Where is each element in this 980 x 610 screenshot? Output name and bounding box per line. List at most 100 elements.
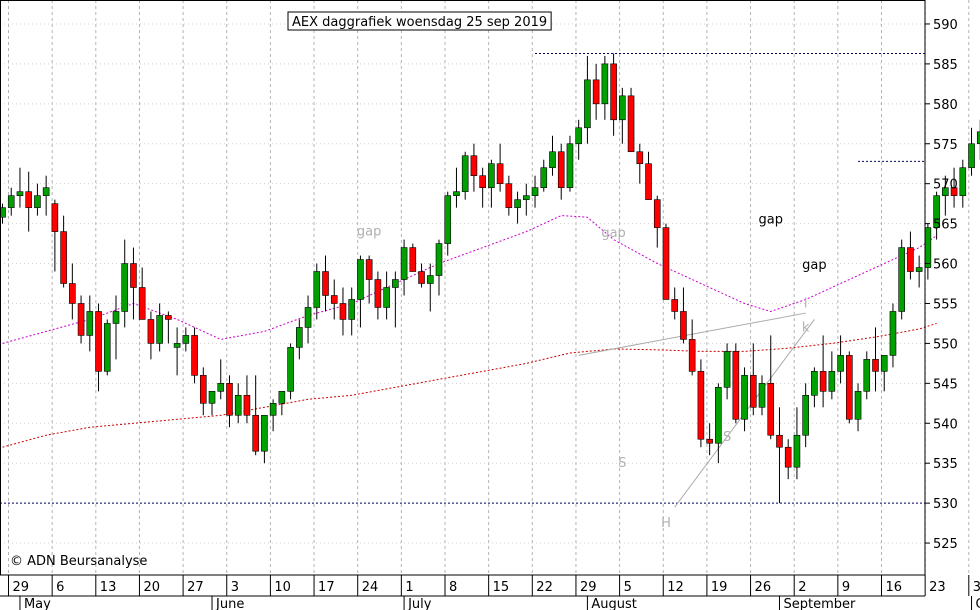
candle-93 xyxy=(811,367,818,408)
candle-body-45 xyxy=(392,279,399,288)
candle-body-48 xyxy=(418,271,425,284)
candle-94 xyxy=(819,335,827,408)
annotation-gap-0: gap xyxy=(357,225,381,240)
candle-body-111 xyxy=(968,143,975,169)
candle-body-110 xyxy=(959,167,967,196)
candle-62 xyxy=(540,159,548,192)
candle-71 xyxy=(619,87,626,144)
annotation-k-8: k xyxy=(802,320,810,335)
annotation-gap-1: gap xyxy=(601,226,625,241)
candle-body-59 xyxy=(514,199,521,208)
candle-64 xyxy=(557,143,565,200)
candle-0 xyxy=(0,203,6,224)
candle-19 xyxy=(165,311,172,344)
candle-body-99 xyxy=(863,359,871,392)
candle-23 xyxy=(199,367,207,416)
candle-66 xyxy=(575,119,582,160)
x-tick-label-22: 30 xyxy=(973,580,980,595)
candle-body-32 xyxy=(278,391,286,404)
horizontal-levels xyxy=(0,53,925,504)
candle-body-8 xyxy=(69,283,76,304)
plot-frame xyxy=(0,0,926,576)
candle-20 xyxy=(173,327,181,376)
candle-75 xyxy=(653,195,661,248)
candle-54 xyxy=(470,143,478,192)
candle-body-11 xyxy=(95,311,102,372)
candle-body-91 xyxy=(793,434,801,468)
candle-39 xyxy=(339,287,347,336)
y-tick-label-580: 580 xyxy=(933,98,958,113)
x-tick-label-19: 9 xyxy=(842,580,850,595)
candle-68 xyxy=(592,63,600,120)
candle-82 xyxy=(715,383,722,464)
candle-body-40 xyxy=(348,299,356,320)
candle-26 xyxy=(226,375,233,428)
y-tick-label-535: 535 xyxy=(933,457,958,472)
candle-body-83 xyxy=(723,351,731,388)
candle-body-87 xyxy=(758,383,766,408)
candle-body-67 xyxy=(584,79,591,129)
candle-body-18 xyxy=(156,315,163,344)
candle-body-1 xyxy=(7,195,15,208)
candle-90 xyxy=(784,439,792,480)
candle-45 xyxy=(392,271,399,328)
month-label-october: October xyxy=(976,597,980,610)
month-label-july: July xyxy=(407,597,432,610)
candle-67 xyxy=(584,55,591,144)
annotation-gap-2: gap xyxy=(758,213,782,228)
candle-12 xyxy=(103,319,111,376)
candle-body-90 xyxy=(784,446,792,468)
candle-body-58 xyxy=(505,183,513,208)
candle-17 xyxy=(147,311,155,360)
candle-body-66 xyxy=(575,127,582,145)
x-tick-label-20: 16 xyxy=(886,580,903,595)
candle-body-2 xyxy=(16,191,24,196)
candle-102 xyxy=(889,303,897,368)
candle-65 xyxy=(566,135,574,192)
candle-body-108 xyxy=(942,187,949,196)
y-tick-label-530: 530 xyxy=(933,497,958,512)
candle-body-71 xyxy=(619,95,626,121)
frame xyxy=(0,0,926,576)
candle-body-9 xyxy=(77,303,85,336)
candle-88 xyxy=(767,335,775,440)
candle-body-21 xyxy=(182,335,190,344)
candle-body-53 xyxy=(461,155,469,192)
candle-body-64 xyxy=(557,151,565,188)
candle-body-86 xyxy=(749,375,757,408)
month-label-june: June xyxy=(215,597,244,610)
month-label-august: August xyxy=(591,597,637,610)
candle-body-77 xyxy=(671,299,679,312)
candle-101 xyxy=(880,355,888,392)
candle-15 xyxy=(130,247,137,320)
candle-1 xyxy=(7,187,15,216)
candle-body-24 xyxy=(208,391,216,404)
candle-body-12 xyxy=(103,323,111,372)
candle-body-6 xyxy=(51,203,59,232)
candle-109 xyxy=(950,167,958,208)
candle-56 xyxy=(488,159,495,208)
candle-50 xyxy=(435,239,443,296)
candle-63 xyxy=(549,135,556,176)
candle-59 xyxy=(514,191,521,224)
candle-body-46 xyxy=(400,247,408,280)
annotation-s-5: S xyxy=(723,430,731,445)
candle-body-63 xyxy=(549,151,556,169)
candle-21 xyxy=(182,327,190,352)
annotation-l-7: l xyxy=(804,296,808,311)
candle-body-52 xyxy=(453,191,460,196)
candle-97 xyxy=(846,351,853,424)
x-tick-label-21: 23 xyxy=(929,580,946,595)
candle-body-80 xyxy=(697,371,705,440)
candle-body-60 xyxy=(522,195,530,200)
candle-body-72 xyxy=(627,95,635,153)
candle-52 xyxy=(453,167,460,208)
candle-55 xyxy=(479,167,486,208)
candle-16 xyxy=(138,267,146,320)
x-tick-label-13: 29 xyxy=(580,580,597,595)
candle-2 xyxy=(16,167,24,208)
candle-body-95 xyxy=(828,371,836,392)
candle-81 xyxy=(706,423,713,456)
